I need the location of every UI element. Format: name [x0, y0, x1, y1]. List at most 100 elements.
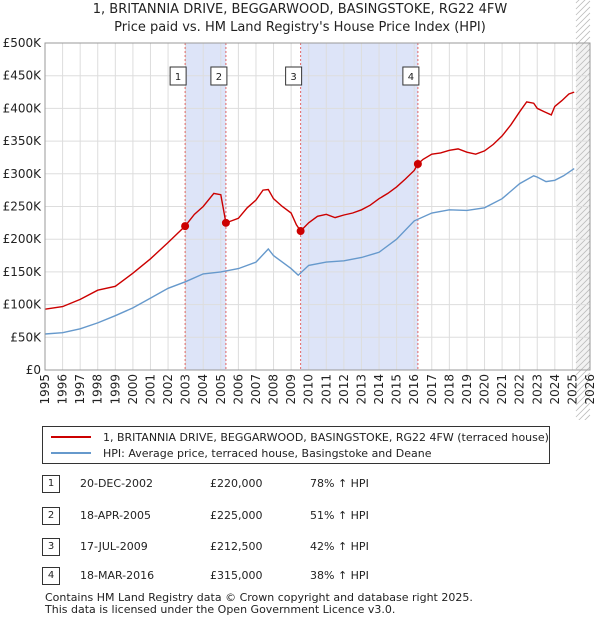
- legend-swatch-hpi: [51, 452, 91, 454]
- hatch-line: [575, 270, 591, 286]
- transaction-row: 1 20-DEC-2002 £220,000 78% ↑ HPI: [0, 475, 600, 495]
- legend-item-hpi: HPI: Average price, terraced house, Basi…: [51, 445, 431, 461]
- hatch-line: [575, 108, 591, 124]
- hatch-line: [575, 120, 591, 136]
- chart-title: 1, BRITANNIA DRIVE, BEGGARWOOD, BASINGST…: [92, 2, 508, 17]
- hatch-line: [575, 378, 591, 394]
- hatch-line: [575, 66, 591, 82]
- sale-label-box: [285, 66, 303, 86]
- sale-point: [413, 159, 422, 168]
- hatch-line: [575, 210, 591, 226]
- y-tick-label: £100K: [3, 298, 43, 312]
- hatch-line: [578, 408, 591, 420]
- y-tick-label: £300K: [3, 167, 43, 181]
- hatch-line: [575, 366, 591, 382]
- x-tick-label: 2021: [495, 374, 509, 405]
- hatch-line: [575, 48, 591, 64]
- hatch-line: [575, 222, 591, 238]
- hatch-line: [575, 12, 591, 28]
- y-tick-label: £350K: [3, 134, 43, 148]
- hatch-line: [575, 258, 591, 274]
- x-tick-label: 2026: [583, 374, 597, 405]
- x-tick-label: 2025: [565, 374, 579, 405]
- transaction-number: 4: [42, 567, 60, 585]
- hatch-line: [575, 114, 591, 130]
- hatch-line: [575, 180, 591, 196]
- hatch-line: [575, 144, 591, 160]
- chart-subtitle: Price paid vs. HM Land Registry's House …: [114, 20, 486, 35]
- y-tick-label: £200K: [3, 232, 43, 246]
- x-tick-label: 2024: [548, 374, 562, 405]
- hatch-line: [575, 6, 591, 22]
- x-tick-label: 2005: [214, 374, 228, 405]
- hatch-line: [575, 294, 591, 310]
- x-tick-label: 2022: [513, 374, 527, 405]
- hatch-line: [575, 54, 591, 70]
- hatch-line: [575, 348, 591, 364]
- transaction-price: £225,000: [210, 509, 263, 522]
- x-tick-label: 2010: [302, 374, 316, 405]
- sale-label-number: 2: [216, 72, 222, 83]
- hatch-line: [575, 18, 591, 34]
- transaction-number: 1: [42, 475, 60, 493]
- hatch-line: [575, 246, 591, 262]
- hatch-line: [575, 216, 591, 232]
- x-tick-label: 2006: [231, 374, 245, 405]
- transaction-row: 2 18-APR-2005 £225,000 51% ↑ HPI: [0, 507, 600, 527]
- x-tick-label: 2017: [425, 374, 439, 405]
- sale-label-box: [210, 66, 228, 86]
- hatch-line: [575, 168, 591, 184]
- hatch-line: [575, 390, 591, 406]
- hatch-line: [575, 384, 591, 400]
- transaction-date: 17-JUL-2009: [80, 540, 148, 553]
- hatch-line: [575, 84, 591, 100]
- hatch-line: [575, 336, 591, 352]
- sale-label-box: [169, 66, 187, 86]
- hatch-line: [575, 60, 591, 76]
- transaction-number: 3: [42, 538, 60, 556]
- footer-licence: This data is licensed under the Open Gov…: [45, 603, 396, 616]
- hatch-line: [575, 276, 591, 292]
- x-tick-label: 2002: [161, 374, 175, 405]
- x-tick-label: 2018: [442, 374, 456, 405]
- hatch-line: [575, 354, 591, 370]
- hatch-line: [575, 282, 591, 298]
- sale-point: [221, 218, 230, 227]
- transaction-price: £220,000: [210, 477, 263, 490]
- hatch-line: [575, 330, 591, 346]
- x-tick-label: 1997: [73, 374, 87, 405]
- transaction-price: £212,500: [210, 540, 263, 553]
- y-tick-label: £250K: [3, 200, 43, 214]
- x-tick-label: 2008: [267, 374, 281, 405]
- hatch-line: [575, 24, 591, 40]
- hatch-line: [575, 150, 591, 166]
- x-tick-label: 2014: [372, 374, 386, 405]
- y-tick-label: £0: [26, 363, 41, 377]
- hatch-line: [575, 0, 580, 4]
- hatch-line: [575, 312, 591, 328]
- hatch-line: [575, 126, 591, 142]
- transaction-hpi: 42% ↑ HPI: [310, 540, 369, 553]
- transaction-date: 20-DEC-2002: [80, 477, 154, 490]
- hatch-line: [575, 0, 586, 10]
- hatch-line: [575, 342, 591, 358]
- transaction-hpi: 38% ↑ HPI: [310, 569, 369, 582]
- hatch-line: [575, 204, 591, 220]
- hatch-line: [575, 252, 591, 268]
- y-tick-label: £50K: [10, 330, 42, 344]
- legend-label-property: 1, BRITANNIA DRIVE, BEGGARWOOD, BASINGST…: [103, 430, 549, 444]
- hatch-line: [575, 162, 591, 178]
- x-tick-label: 2007: [249, 374, 263, 405]
- hatch-line: [575, 324, 591, 340]
- hatch-line: [575, 306, 591, 322]
- transaction-number: 2: [42, 507, 60, 525]
- x-tick-label: 2015: [390, 374, 404, 405]
- hatch-line: [575, 156, 591, 172]
- x-tick-label: 1995: [38, 374, 52, 405]
- transaction-date: 18-MAR-2016: [80, 569, 155, 582]
- hatch-line: [575, 396, 591, 412]
- legend-item-property: 1, BRITANNIA DRIVE, BEGGARWOOD, BASINGST…: [51, 429, 549, 445]
- property-line: [44, 91, 575, 310]
- legend-label-hpi: HPI: Average price, terraced house, Basi…: [103, 446, 432, 460]
- sale-point: [181, 222, 190, 231]
